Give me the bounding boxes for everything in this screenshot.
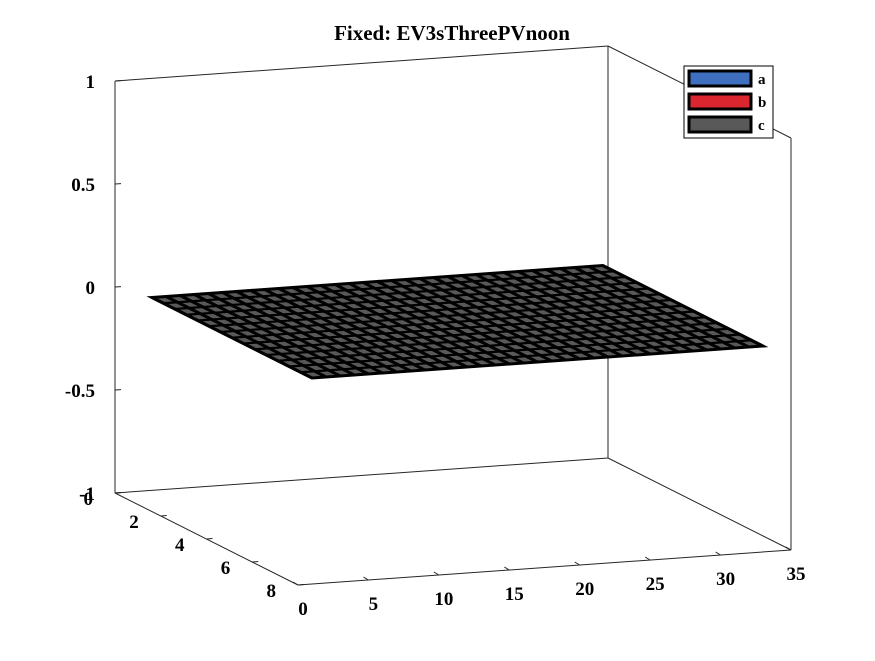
tick-mark-y bbox=[207, 539, 213, 540]
tick-label-x: 5 bbox=[369, 594, 379, 615]
tick-label-z: -0.5 bbox=[65, 381, 95, 402]
legend: abc bbox=[684, 66, 773, 138]
chart-title: Fixed: EV3sThreePVnoon bbox=[334, 21, 570, 45]
tick-label-z: 0.5 bbox=[71, 175, 95, 196]
tick-label-y: 6 bbox=[221, 558, 231, 579]
tick-label-x: 10 bbox=[434, 589, 453, 610]
axis-line-floor-right bbox=[608, 458, 791, 550]
tick-label-x: 25 bbox=[646, 574, 665, 595]
legend-swatch-a bbox=[689, 71, 751, 86]
tick-label-x: 15 bbox=[505, 584, 524, 605]
tick-label-x: 30 bbox=[716, 569, 735, 590]
tick-mark-x bbox=[786, 547, 791, 550]
tick-mark-x bbox=[504, 567, 509, 570]
tick-mark-x bbox=[293, 582, 298, 585]
tick-label-y: 8 bbox=[267, 581, 277, 602]
tick-label-y: 2 bbox=[129, 512, 139, 533]
legend-label-b: b bbox=[758, 95, 766, 111]
tick-mark-x bbox=[716, 552, 721, 555]
tick-label-x: 20 bbox=[575, 579, 594, 600]
tick-label-x: 0 bbox=[298, 599, 308, 620]
tick-label-x: 35 bbox=[787, 564, 806, 585]
tick-mark-y bbox=[115, 493, 121, 494]
axis-line-floor-back bbox=[115, 458, 608, 493]
legend-swatch-b bbox=[689, 94, 751, 109]
tick-mark-y bbox=[298, 585, 304, 586]
tick-label-z: 1 bbox=[86, 72, 96, 93]
tick-mark-y bbox=[252, 562, 258, 563]
tick-mark-x bbox=[363, 577, 368, 580]
legend-label-a: a bbox=[758, 72, 766, 88]
tick-mark-x bbox=[645, 557, 650, 560]
legend-label-c: c bbox=[758, 118, 765, 134]
tick-label-z: 0 bbox=[86, 278, 96, 299]
tick-label-y: 0 bbox=[84, 489, 94, 510]
tick-mark-x bbox=[575, 562, 580, 565]
axis-line-top-back bbox=[115, 46, 608, 81]
tick-mark-x bbox=[434, 572, 439, 575]
tick-label-y: 4 bbox=[175, 535, 185, 556]
legend-swatch-c bbox=[689, 117, 751, 132]
surface-layer bbox=[152, 266, 763, 379]
tick-mark-y bbox=[161, 516, 167, 517]
